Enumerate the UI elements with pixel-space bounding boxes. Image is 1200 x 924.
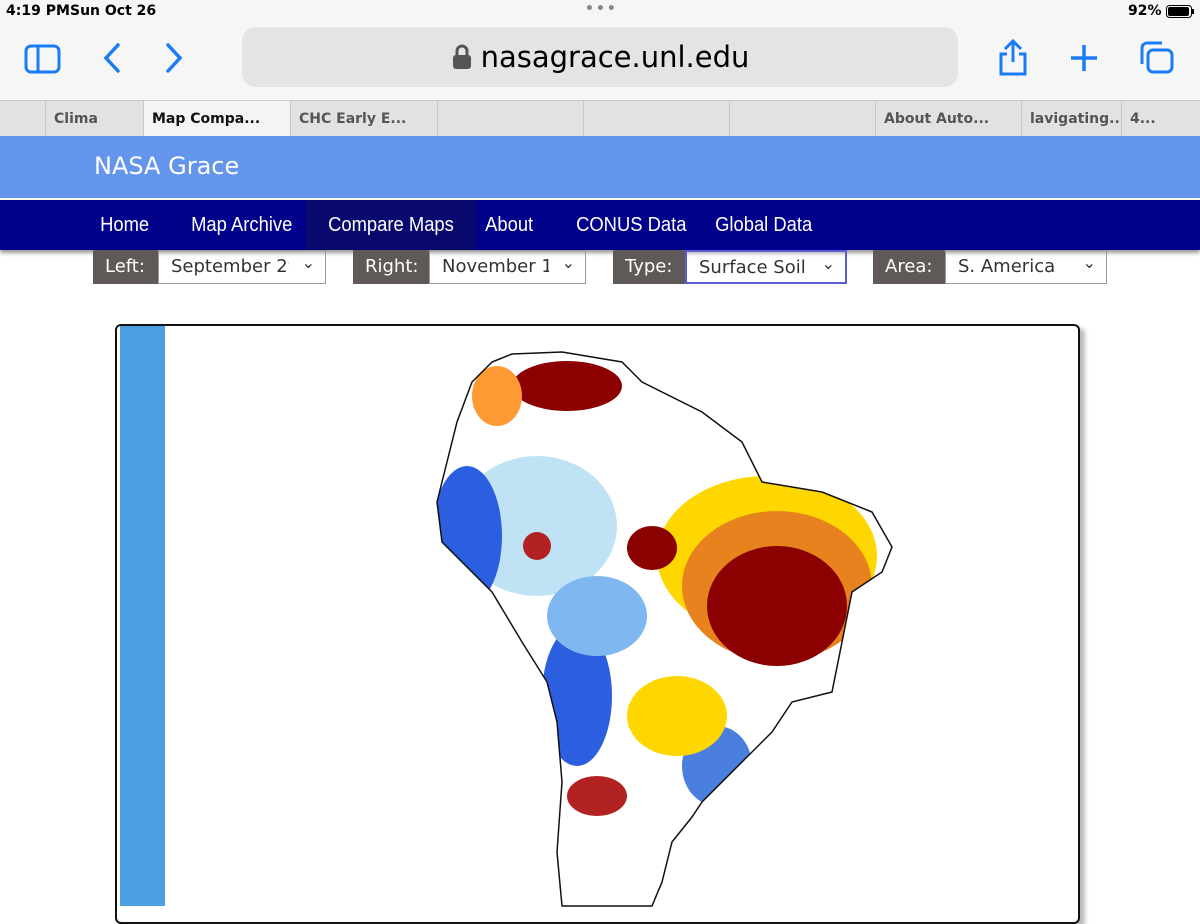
select-value: Surface Soil Moisture bbox=[699, 257, 811, 278]
lock-icon bbox=[452, 44, 471, 69]
browser-tab[interactable]: lavigating... bbox=[1021, 101, 1121, 137]
select-label: Area: bbox=[873, 250, 945, 284]
select-group: Right: November 1 ⌄ bbox=[353, 250, 586, 284]
browser-toolbar: nasagrace.unl.edu bbox=[0, 22, 1200, 100]
new-tab-button[interactable] bbox=[1068, 42, 1100, 74]
select-dropdown[interactable]: S. America ⌄ bbox=[945, 250, 1107, 284]
browser-tab[interactable]: CHC Early E... bbox=[290, 101, 435, 137]
chevron: ⌄ bbox=[301, 253, 315, 272]
multitask-dots[interactable]: ••• bbox=[585, 1, 618, 17]
browser-tab[interactable]: Map Compa... bbox=[143, 101, 290, 137]
chevron: ⌄ bbox=[821, 254, 835, 273]
select-value: September 29 bbox=[171, 256, 289, 277]
sidebar-button[interactable] bbox=[24, 44, 62, 74]
nav-link[interactable]: CONUS Data bbox=[576, 213, 687, 236]
site-title: NASA Grace bbox=[94, 152, 240, 180]
select-dropdown[interactable]: Surface Soil Moisture ⌄ bbox=[685, 250, 847, 284]
url-text: nasagrace.unl.edu bbox=[480, 40, 750, 74]
nav-link[interactable]: About bbox=[485, 213, 534, 236]
tabs-button[interactable] bbox=[1138, 40, 1176, 76]
chevron: ⌄ bbox=[561, 253, 575, 272]
select-label: Type: bbox=[613, 250, 685, 284]
map-frame bbox=[115, 324, 1080, 924]
side-bar bbox=[120, 326, 165, 906]
nav-link[interactable]: Compare Maps bbox=[306, 200, 476, 250]
browser-tab[interactable]: Clima bbox=[45, 101, 142, 137]
select-group: Left: September 29 ⌄ bbox=[93, 250, 326, 284]
select-dropdown[interactable]: November 1 ⌄ bbox=[429, 250, 586, 284]
chevron: ⌄ bbox=[1082, 253, 1096, 272]
select-group: Type: Surface Soil Moisture ⌄ bbox=[613, 250, 847, 284]
nav-link[interactable]: Home bbox=[100, 213, 150, 236]
select-label: Left: bbox=[93, 250, 158, 284]
select-label: Right: bbox=[353, 250, 429, 284]
date: Sun Oct 26 bbox=[70, 3, 157, 19]
time: 4:19 PM bbox=[6, 3, 70, 19]
select-dropdown[interactable]: September 29 ⌄ bbox=[158, 250, 326, 284]
nav-link[interactable]: Global Data bbox=[715, 213, 813, 236]
coastline bbox=[436, 351, 893, 907]
address-bar[interactable]: nasagrace.unl.edu bbox=[242, 27, 958, 87]
nav-link[interactable]: Map Archive bbox=[191, 213, 293, 236]
back-button[interactable] bbox=[100, 42, 124, 74]
tab-bar: Clima Map Compa... CHC Early E... About Aut… bbox=[0, 100, 1200, 137]
browser-tab[interactable] bbox=[583, 101, 729, 137]
battery-icon bbox=[1166, 5, 1194, 18]
browser-tab[interactable] bbox=[729, 101, 875, 137]
site-header: NASA Grace bbox=[0, 136, 1200, 198]
status-bar: 4:19 PM Sun Oct 26 ••• 92% bbox=[0, 0, 1200, 22]
nav-bar: Home Map Archive Compare Maps About CONUS Da… bbox=[0, 200, 1200, 250]
browser-tab[interactable]: About Auto... bbox=[875, 101, 1021, 137]
select-group: Area: S. America ⌄ bbox=[873, 250, 1107, 284]
forward-button[interactable] bbox=[162, 42, 186, 74]
share-button[interactable] bbox=[995, 38, 1031, 78]
select-value: November 1 bbox=[442, 256, 549, 277]
battery: 92% bbox=[1128, 3, 1162, 19]
select-value: S. America bbox=[958, 256, 1056, 277]
browser-tab[interactable]: 4... bbox=[1121, 101, 1200, 137]
browser-tab[interactable] bbox=[437, 101, 583, 137]
soil-moisture-map bbox=[437, 352, 892, 906]
